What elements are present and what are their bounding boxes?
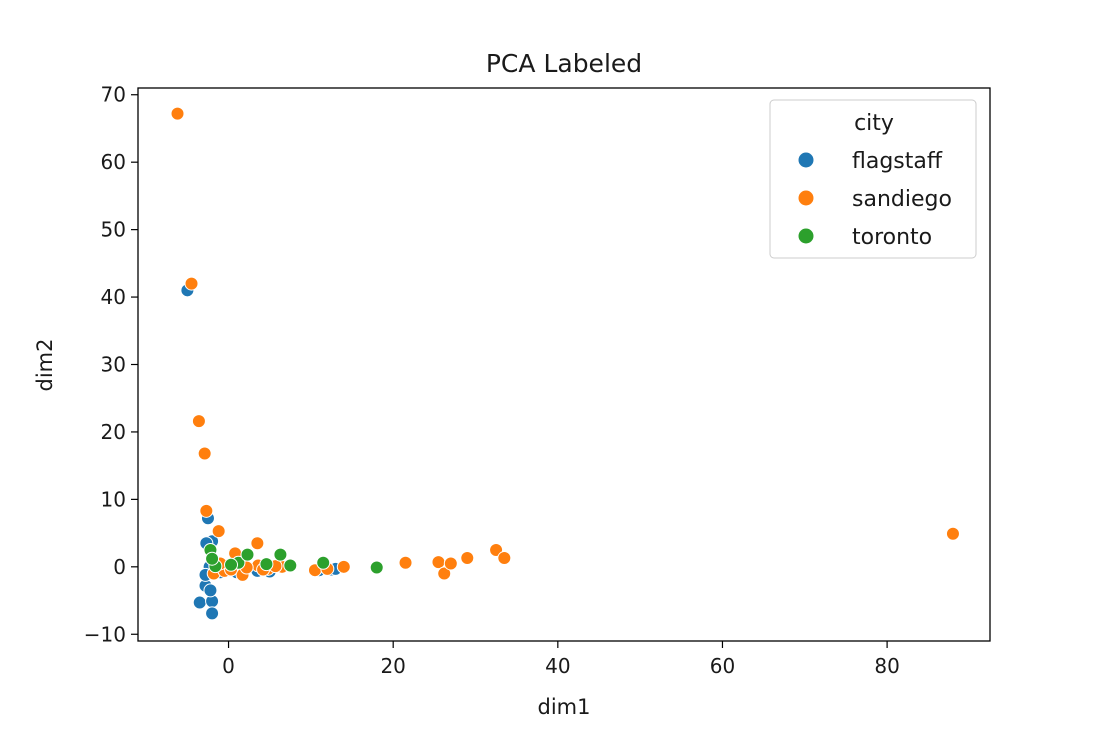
legend-marker-flagstaff <box>797 151 815 169</box>
point-sandiego <box>184 276 199 291</box>
point-toronto <box>316 555 331 570</box>
point-toronto <box>369 560 384 575</box>
legend: city flagstaff sandiego toronto <box>769 99 977 259</box>
point-sandiego <box>199 503 214 518</box>
legend-marker-toronto <box>797 227 815 245</box>
point-sandiego <box>398 555 413 570</box>
point-sandiego <box>211 524 226 539</box>
point-sandiego <box>197 446 212 461</box>
point-sandiego <box>431 555 446 570</box>
y-tick-label: 70 <box>101 83 126 107</box>
point-sandiego <box>443 556 458 571</box>
legend-entries: flagstaff sandiego toronto <box>797 149 952 250</box>
point-toronto <box>283 558 298 573</box>
y-axis: −10 0 10 20 30 40 50 60 70 <box>84 83 138 646</box>
point-flagstaff <box>203 583 218 598</box>
x-axis: 0 20 40 60 80 <box>222 641 900 678</box>
y-tick-label: −10 <box>84 622 126 646</box>
point-flagstaff <box>192 595 207 610</box>
x-tick-label: 60 <box>710 654 735 678</box>
x-axis-label: dim1 <box>538 695 591 719</box>
points-layer <box>170 106 960 621</box>
point-sandiego <box>336 559 351 574</box>
point-sandiego <box>170 106 185 121</box>
legend-label-flagstaff: flagstaff <box>852 149 943 174</box>
y-tick-label: 10 <box>101 487 126 511</box>
legend-label-toronto: toronto <box>852 225 932 250</box>
x-tick-label: 80 <box>874 654 899 678</box>
legend-title: city <box>854 111 894 136</box>
x-tick-label: 20 <box>380 654 405 678</box>
point-sandiego <box>945 526 960 541</box>
point-toronto <box>259 557 274 572</box>
y-tick-label: 40 <box>101 285 126 309</box>
point-toronto <box>224 557 239 572</box>
point-sandiego <box>191 414 206 429</box>
point-sandiego <box>250 536 265 551</box>
chart-title: PCA Labeled <box>486 49 642 78</box>
y-tick-label: 50 <box>101 218 126 242</box>
y-tick-label: 0 <box>113 555 126 579</box>
point-sandiego <box>437 566 452 581</box>
point-flagstaff <box>205 606 220 621</box>
point-toronto <box>273 547 288 562</box>
y-tick-label: 20 <box>101 420 126 444</box>
point-sandiego <box>497 551 512 566</box>
legend-box <box>769 99 977 259</box>
y-axis-label: dim2 <box>33 339 57 392</box>
x-tick-label: 40 <box>545 654 570 678</box>
y-tick-label: 60 <box>101 150 126 174</box>
legend-marker-sandiego <box>797 189 815 207</box>
point-toronto <box>240 547 255 562</box>
x-tick-label: 0 <box>222 654 235 678</box>
point-sandiego <box>460 551 475 566</box>
point-toronto <box>205 551 220 566</box>
legend-label-sandiego: sandiego <box>852 187 952 212</box>
y-tick-label: 30 <box>101 353 126 377</box>
